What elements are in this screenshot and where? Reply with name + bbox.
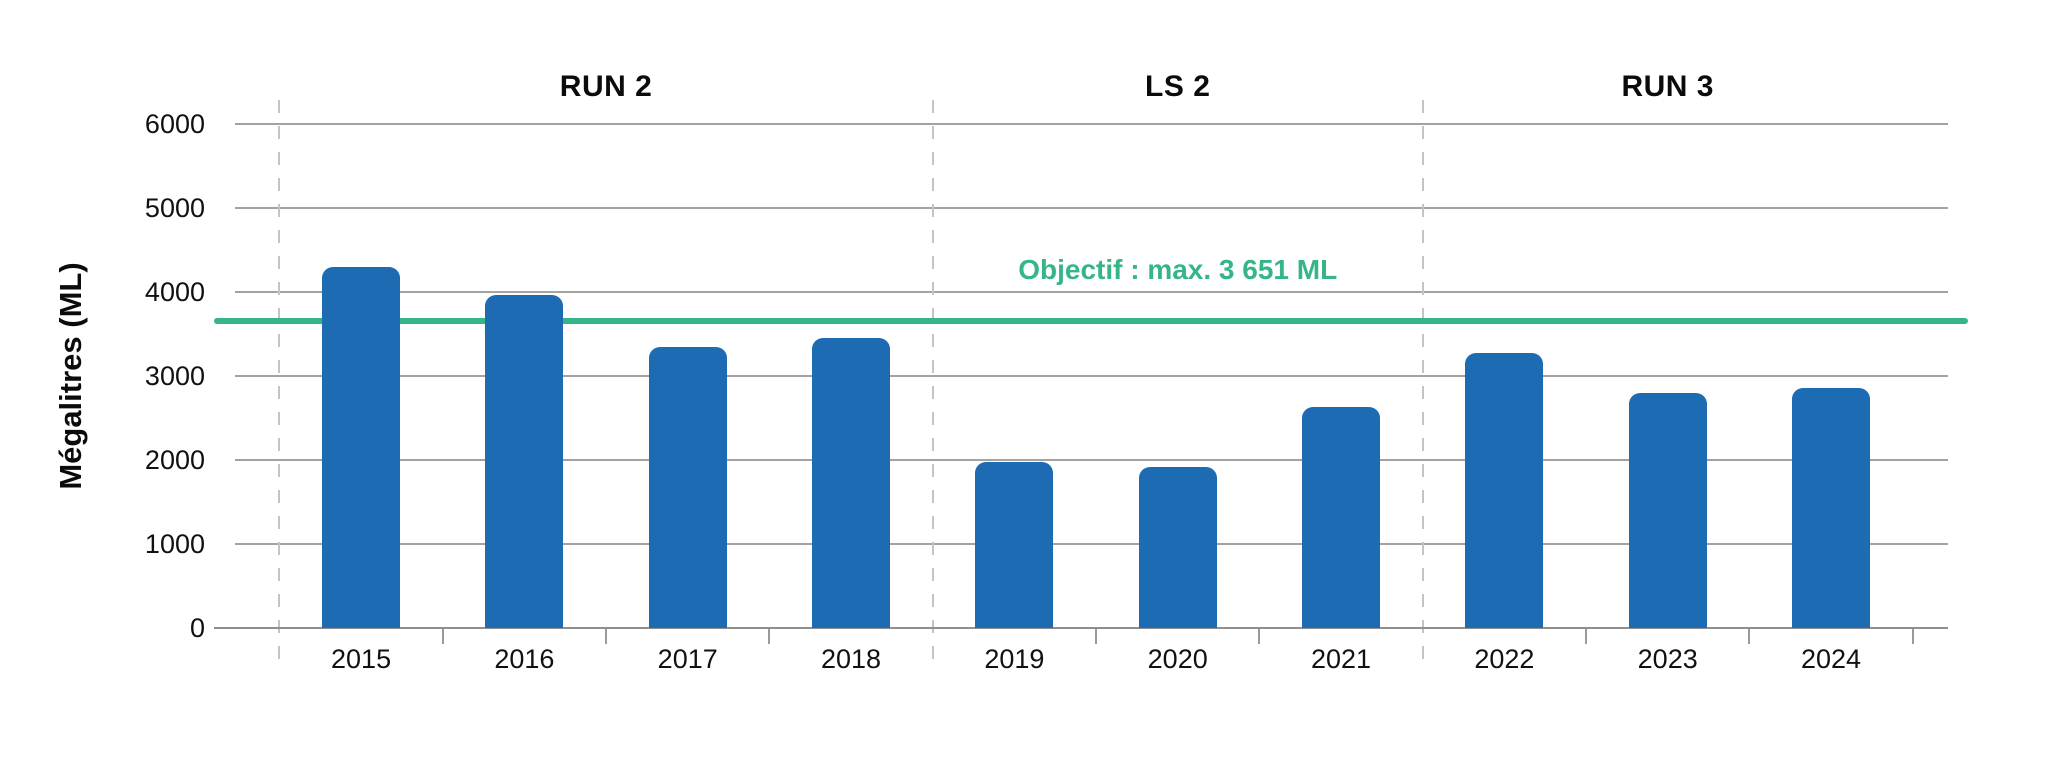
x-axis-line [214, 627, 1948, 629]
gridline-1000 [235, 543, 1948, 545]
x-tick-label-2020: 2020 [1147, 644, 1208, 674]
section-header-3: RUN 3 [1621, 70, 1714, 103]
y-tick-label-3000: 3000 [144, 361, 205, 391]
gridline-5000 [235, 207, 1948, 209]
category-tick [1748, 628, 1751, 644]
y-tick-label-5000: 5000 [144, 193, 205, 223]
x-tick-label-2016: 2016 [494, 644, 555, 674]
x-tick-label-2018: 2018 [821, 644, 882, 674]
category-tick [768, 628, 771, 644]
section-header-1: RUN 2 [559, 70, 653, 103]
x-tick-label-2019: 2019 [984, 644, 1045, 674]
y-tick-label-4000: 4000 [144, 277, 205, 307]
bar-2016 [485, 295, 564, 628]
objective-label: Objectif : max. 3 651 ML [1018, 254, 1338, 285]
y-tick-label-6000: 6000 [144, 109, 205, 139]
category-tick [1095, 628, 1098, 644]
category-tick [441, 628, 444, 644]
gridline-3000 [235, 375, 1948, 377]
section-separator [931, 100, 934, 664]
y-tick-label-1000: 1000 [144, 529, 205, 559]
category-tick [1911, 628, 1914, 644]
section-separator [1421, 100, 1424, 664]
bar-2022 [1465, 353, 1544, 628]
objective-line [214, 318, 1968, 325]
bar-2018 [812, 338, 891, 628]
section-header-2: LS 2 [1145, 70, 1211, 103]
bar-2019 [975, 462, 1054, 628]
bar-2017 [648, 347, 727, 628]
gridline-6000 [235, 123, 1948, 125]
bar-2023 [1628, 392, 1707, 628]
category-tick [605, 628, 608, 644]
gridline-2000 [235, 459, 1948, 461]
section-separator [278, 100, 281, 664]
bar-2015 [322, 266, 401, 628]
x-tick-label-2022: 2022 [1474, 644, 1535, 674]
bar-2021 [1302, 406, 1381, 628]
bar-2020 [1138, 467, 1217, 628]
category-tick [1585, 628, 1588, 644]
x-tick-label-2023: 2023 [1637, 644, 1698, 674]
x-tick-label-2024: 2024 [1800, 644, 1862, 674]
x-tick-label-2015: 2015 [331, 644, 392, 674]
bar-2024 [1792, 387, 1871, 628]
y-tick-label-2000: 2000 [144, 445, 205, 475]
category-tick [1258, 628, 1261, 644]
gridline-4000 [235, 291, 1948, 293]
y-tick-label-0: 0 [189, 613, 205, 643]
x-tick-label-2021: 2021 [1310, 644, 1372, 674]
x-tick-label-2017: 2017 [657, 644, 718, 674]
